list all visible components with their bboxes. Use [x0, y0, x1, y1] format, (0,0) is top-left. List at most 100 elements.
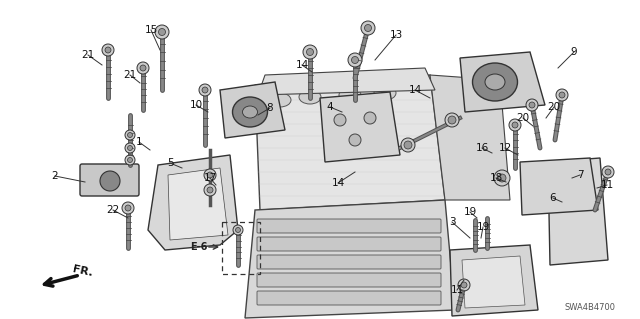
Circle shape	[159, 28, 166, 35]
FancyBboxPatch shape	[80, 164, 139, 196]
Polygon shape	[430, 75, 510, 200]
Circle shape	[199, 84, 211, 96]
Polygon shape	[168, 168, 228, 240]
Polygon shape	[548, 158, 608, 265]
Circle shape	[303, 45, 317, 59]
Text: 11: 11	[451, 285, 463, 295]
Text: SWA4B4700: SWA4B4700	[564, 303, 616, 313]
Polygon shape	[450, 245, 538, 316]
Polygon shape	[220, 82, 285, 138]
Text: E-6: E-6	[190, 242, 207, 252]
Circle shape	[602, 166, 614, 178]
Circle shape	[509, 119, 521, 131]
Ellipse shape	[485, 74, 505, 90]
Text: 11: 11	[600, 180, 614, 190]
Circle shape	[556, 89, 568, 101]
FancyBboxPatch shape	[257, 291, 441, 305]
Polygon shape	[462, 256, 525, 308]
Text: 16: 16	[476, 143, 488, 153]
Text: 17: 17	[204, 173, 216, 183]
Ellipse shape	[299, 90, 321, 104]
Text: 14: 14	[332, 178, 344, 188]
Circle shape	[494, 170, 510, 186]
Text: 14: 14	[296, 60, 308, 70]
Circle shape	[334, 114, 346, 126]
Circle shape	[445, 113, 459, 127]
Circle shape	[100, 171, 120, 191]
Ellipse shape	[339, 88, 361, 102]
Text: 7: 7	[577, 170, 583, 180]
Polygon shape	[520, 158, 598, 215]
Text: 21: 21	[124, 70, 136, 80]
Polygon shape	[460, 52, 545, 112]
Circle shape	[125, 155, 135, 165]
Polygon shape	[255, 75, 445, 210]
Text: 1: 1	[136, 137, 142, 147]
Circle shape	[401, 138, 415, 152]
Circle shape	[137, 62, 149, 74]
Circle shape	[529, 102, 535, 108]
Polygon shape	[148, 155, 238, 250]
Text: 21: 21	[81, 50, 95, 60]
FancyBboxPatch shape	[257, 273, 441, 287]
Circle shape	[307, 48, 314, 56]
FancyBboxPatch shape	[257, 255, 441, 269]
Circle shape	[498, 174, 506, 182]
Circle shape	[207, 172, 213, 178]
Text: 18: 18	[490, 173, 502, 183]
Circle shape	[361, 21, 375, 35]
Text: 20: 20	[516, 113, 529, 123]
Circle shape	[122, 202, 134, 214]
Circle shape	[233, 225, 243, 235]
Circle shape	[140, 65, 146, 71]
Text: 3: 3	[449, 217, 455, 227]
Circle shape	[348, 53, 362, 67]
Circle shape	[207, 187, 213, 193]
Text: 19: 19	[476, 222, 490, 232]
Circle shape	[202, 87, 208, 93]
Circle shape	[125, 130, 135, 140]
Circle shape	[512, 122, 518, 128]
Text: 9: 9	[571, 47, 577, 57]
Ellipse shape	[374, 86, 396, 100]
Text: 22: 22	[106, 205, 120, 215]
Text: 5: 5	[166, 158, 173, 168]
Circle shape	[102, 44, 114, 56]
Circle shape	[605, 169, 611, 175]
Text: FR.: FR.	[72, 264, 94, 278]
Circle shape	[125, 143, 135, 153]
Text: 6: 6	[550, 193, 556, 203]
Circle shape	[127, 158, 132, 162]
Polygon shape	[320, 92, 400, 162]
Text: 4: 4	[326, 102, 333, 112]
Ellipse shape	[269, 93, 291, 107]
Circle shape	[204, 169, 216, 181]
Circle shape	[364, 112, 376, 124]
Circle shape	[204, 184, 216, 196]
Circle shape	[404, 141, 412, 149]
Ellipse shape	[232, 97, 268, 127]
Ellipse shape	[472, 63, 518, 101]
Text: 8: 8	[267, 103, 273, 113]
FancyBboxPatch shape	[257, 219, 441, 233]
Circle shape	[125, 205, 131, 211]
Circle shape	[127, 132, 132, 137]
Polygon shape	[245, 200, 455, 318]
Circle shape	[448, 116, 456, 124]
Circle shape	[458, 279, 470, 291]
Text: 20: 20	[547, 102, 561, 112]
Circle shape	[559, 92, 565, 98]
Circle shape	[365, 25, 371, 32]
Polygon shape	[258, 68, 435, 95]
Ellipse shape	[243, 106, 257, 118]
Circle shape	[349, 134, 361, 146]
Text: 15: 15	[145, 25, 157, 35]
Text: 19: 19	[463, 207, 477, 217]
Circle shape	[461, 282, 467, 288]
Circle shape	[526, 99, 538, 111]
Circle shape	[351, 56, 358, 63]
Text: 12: 12	[499, 143, 511, 153]
Text: 14: 14	[408, 85, 422, 95]
Text: 10: 10	[189, 100, 203, 110]
Circle shape	[105, 47, 111, 53]
